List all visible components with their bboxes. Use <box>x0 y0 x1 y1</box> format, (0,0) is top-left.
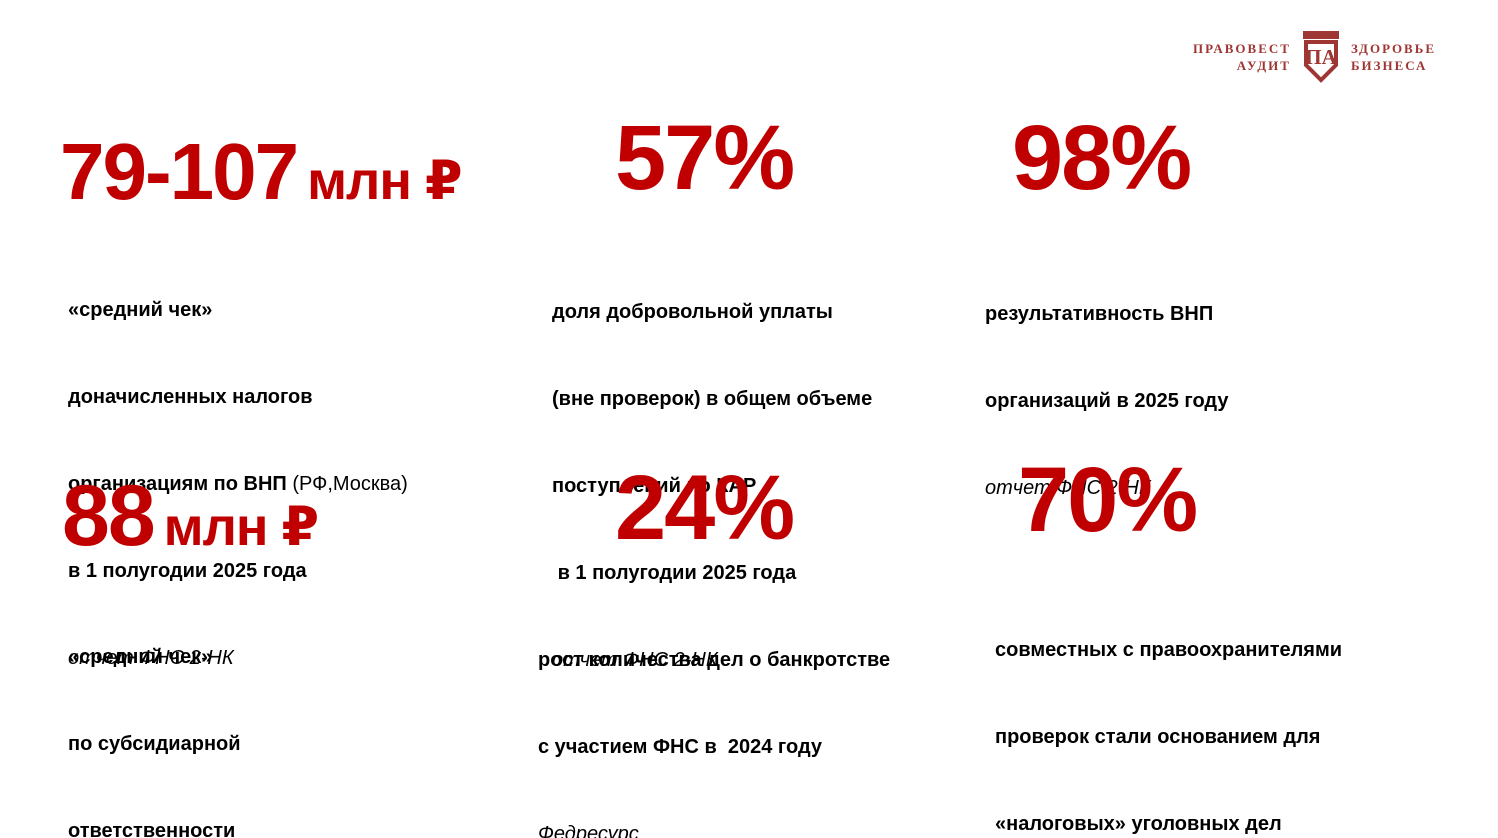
stat-number: 98% <box>1012 107 1192 209</box>
stat-source: отчет ФНС 2-НК <box>68 647 234 669</box>
desc-line: поступлений по КАР <box>552 475 757 497</box>
stat-number: 24% <box>615 457 795 559</box>
stat-desc-avg-check-vnp: «средний чек» доначисленных налогов орга… <box>68 238 408 731</box>
desc-line: по субсидиарной <box>68 733 241 755</box>
stat-number: 70% <box>1018 449 1198 551</box>
desc-line: «налоговых» уголовных дел <box>995 813 1282 835</box>
company-logo: ПРАВОВЕСТ АУДИТ ПА ЗДОРОВЬЕ БИЗНЕСА <box>1193 30 1436 84</box>
desc-line: доначисленных налогов <box>68 386 313 408</box>
desc-line: проверок стали основанием для <box>995 726 1321 748</box>
stat-number: 79-107 <box>60 127 299 216</box>
shield-emblem-icon: ПА <box>1302 31 1339 83</box>
stat-number: 88 <box>62 468 156 564</box>
stat-value-bankruptcy-growth: 24% <box>615 462 795 554</box>
logo-emblem-letters: ПА <box>1305 45 1337 69</box>
stat-value-voluntary-payment: 57% <box>615 112 795 204</box>
logo-slogan-line2: БИЗНЕСА <box>1350 58 1428 73</box>
desc-line: ответственности <box>68 820 236 838</box>
stat-value-joint-inspections: 70% <box>1018 454 1198 546</box>
desc-line: организациям по ВНП (РФ,Москва) <box>68 473 408 495</box>
logo-slogan: ЗДОРОВЬЕ БИЗНЕСА <box>1351 40 1436 74</box>
stat-unit: млн ₽ <box>163 497 319 557</box>
stat-desc-subsidiary-check: «средний чек» по субсидиарной ответствен… <box>68 585 307 838</box>
stat-value-avg-check-vnp: 79-107 млн ₽ <box>60 132 463 212</box>
stat-desc-joint-inspections: совместных с правоохранителями проверок … <box>995 578 1342 838</box>
desc-line: рост количества дел о банкротстве <box>538 649 891 671</box>
logo-name-line1: ПРАВОВЕСТ <box>1192 41 1291 56</box>
desc-line: в 1 полугодии 2025 года <box>68 560 307 582</box>
desc-line: «средний чек» <box>68 646 213 668</box>
stat-desc-bankruptcy-growth: рост количества дел о банкротстве с учас… <box>538 588 890 838</box>
desc-line: (вне проверок) в общем объеме <box>552 388 873 410</box>
stat-unit: млн ₽ <box>307 151 462 211</box>
stat-source: отчет ФНС 2-НК <box>985 477 1151 499</box>
desc-line: совместных с правоохранителями <box>995 639 1343 661</box>
desc-line: с участием ФНС в 2024 году <box>538 736 823 758</box>
desc-line: результативность ВНП <box>985 303 1214 325</box>
desc-line: организаций в 2025 году <box>985 390 1229 412</box>
desc-line: в 1 полугодии 2025 года <box>552 562 797 584</box>
stat-desc-voluntary-payment: доля добровольной уплаты (вне проверок) … <box>552 240 872 733</box>
stat-desc-vnp-effectiveness: результативность ВНП организаций в 2025 … <box>985 242 1229 561</box>
desc-line: доля добровольной уплаты <box>552 301 833 323</box>
stat-value-vnp-effectiveness: 98% <box>1012 112 1192 204</box>
logo-name-line2: АУДИТ <box>1236 58 1291 73</box>
desc-line: «средний чек» <box>68 299 213 321</box>
stat-source: отчет ФНС 2-НК <box>552 649 718 671</box>
logo-name: ПРАВОВЕСТ АУДИТ <box>1193 40 1291 74</box>
stat-source: Федресурс <box>538 823 639 838</box>
stat-value-subsidiary-check: 88 млн ₽ <box>62 473 319 559</box>
stat-number: 57% <box>615 107 795 209</box>
desc-line-note: (РФ,Москва) <box>292 473 408 495</box>
logo-slogan-line1: ЗДОРОВЬЕ <box>1350 41 1436 56</box>
